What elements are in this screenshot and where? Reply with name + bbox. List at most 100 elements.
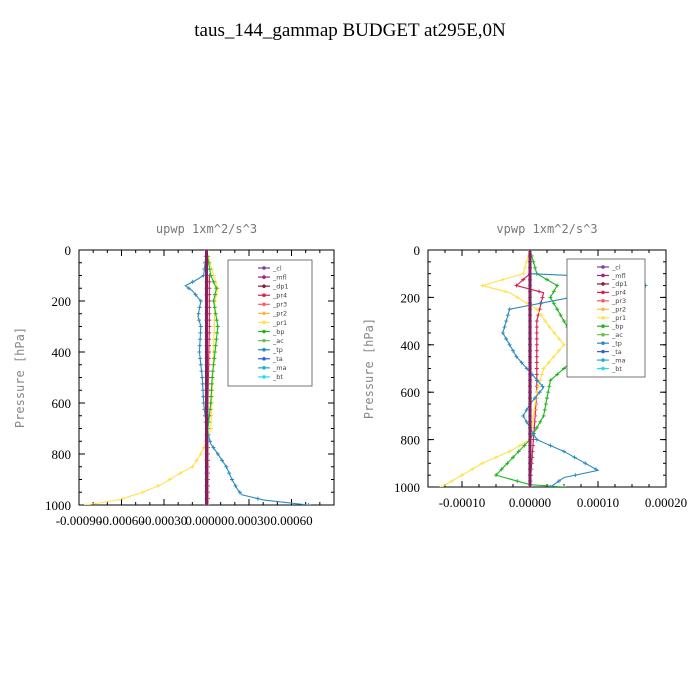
upwp-xtick-label: -0.00060: [98, 513, 145, 528]
upwp-legend-marker: [262, 284, 266, 288]
vpwp-legend-item-bt: _bt: [611, 365, 622, 373]
vpwp-ylabel: Pressure [hPa]: [362, 318, 376, 419]
vpwp-series-bp-point: [494, 473, 498, 478]
vpwp-series-pr1-point: [470, 467, 475, 472]
upwp-legend-item-dp1: _dp1: [272, 282, 289, 290]
vpwp-series-pr1-point: [460, 473, 464, 478]
upwp-series-bp-point: [212, 305, 217, 310]
upwp-legend-marker: [262, 347, 266, 352]
vpwp-legend-marker: [601, 366, 605, 371]
vpwp-series-pr1-point: [480, 461, 485, 466]
vpwp-series-pr4-point: [534, 336, 539, 341]
vpwp-series-pr1-point: [517, 443, 522, 448]
vpwp-series-pr1-point: [551, 354, 556, 359]
vpwp-legend-item-pr4: _pr4: [611, 289, 626, 297]
vpwp-series-tp-point: [514, 354, 519, 359]
upwp-series-bp-point: [215, 330, 220, 335]
vpwp-legend-item-tp: _tp: [611, 339, 622, 347]
vpwp-series-pr1-point: [522, 265, 527, 270]
vpwp-legend-marker: [601, 324, 605, 329]
upwp-series-bp-point: [214, 318, 219, 323]
vpwp-series-tp-point: [593, 467, 598, 472]
vpwp-series-pr4-point: [521, 277, 526, 282]
upwp-series-bp-point: [214, 337, 219, 342]
vpwp-series-pr4-point: [540, 295, 545, 300]
vpwp-series-pr1-point: [556, 348, 561, 353]
upwp-series-pr1-point: [84, 503, 89, 505]
upwp-series-pr1-point: [194, 458, 199, 463]
upwp-series-tp-point: [197, 343, 202, 348]
vpwp-ytick-label: 400: [401, 338, 421, 353]
vpwp-series-bp-point: [511, 455, 515, 460]
upwp-series-bp-point: [213, 311, 218, 316]
upwp-series-tp-point: [198, 362, 203, 367]
vpwp-series-tp-point: [572, 455, 577, 460]
upwp-legend-item-bt: _bt: [272, 373, 283, 381]
upwp-xtick-label: -0.00090: [56, 513, 103, 528]
vpwp-series-tp-point: [531, 431, 536, 436]
vpwp-series-bp-point: [515, 479, 520, 484]
upwp-legend-marker: [262, 375, 266, 379]
vpwp-series-tp-point: [532, 396, 537, 401]
upwp-series-tp-point: [208, 439, 213, 444]
vpwp-series-tp-point: [511, 348, 515, 353]
upwp-series-tp-point: [306, 503, 311, 505]
vpwp-series-tp-point: [507, 307, 512, 312]
vpwp-series-tp-point: [538, 301, 543, 306]
vpwp-series-pr4-point: [537, 289, 542, 294]
vpwp-series-pr1-point: [449, 479, 454, 484]
vpwp-plot-title: vpwp 1xm^2/s^3: [496, 222, 597, 236]
upwp-legend-item-cl: _cl: [272, 264, 282, 272]
vpwp-series-bp-point: [545, 396, 549, 401]
vpwp-series-tp-point: [540, 384, 545, 389]
upwp-ytick-label: 200: [52, 294, 72, 309]
upwp-legend: _cl_mfl_dp1_pr4_pr3_pr2_pr1_bp_ac_tp_ta_…: [227, 259, 313, 387]
upwp-series-group: [84, 250, 311, 505]
upwp-series-tp-point: [198, 330, 203, 335]
vpwp-series-pr1-point: [539, 313, 544, 318]
upwp-series-bp-point: [209, 381, 214, 386]
vpwp-ytick-label: 1000: [394, 480, 420, 495]
upwp-legend-item-pr4: _pr4: [272, 292, 287, 300]
vpwp-series-pr4-point: [534, 372, 539, 377]
vpwp-series-pr1-point: [533, 402, 538, 407]
vpwp-series-bp-point: [551, 301, 556, 306]
vpwp-series-pr1-point: [507, 449, 512, 454]
upwp-series-pr1-point: [190, 464, 195, 469]
vpwp-series-pr1-point: [557, 336, 562, 341]
vpwp-series-tp-point: [507, 342, 512, 347]
vpwp-series-pr4-point: [534, 319, 539, 324]
vpwp-series-bp-point: [562, 319, 566, 324]
vpwp-series-bp-point: [542, 407, 547, 412]
upwp-series-tp-point: [197, 318, 202, 323]
vpwp-series-group: [439, 250, 648, 487]
vpwp-series-pr1-point: [524, 259, 529, 264]
vpwp-legend-item-dp1: _dp1: [611, 280, 628, 288]
upwp-ytick-label: 600: [52, 396, 72, 411]
vpwp-series-tp-point: [504, 336, 509, 341]
vpwp-series-tp-point: [562, 449, 566, 454]
upwp-series-tp-point: [215, 452, 220, 456]
upwp-legend-marker: [262, 356, 266, 361]
upwp-ytick-label: 0: [65, 243, 72, 258]
vpwp-series-pr1-point: [500, 277, 505, 282]
vpwp-series-pr4-point: [534, 366, 539, 371]
vpwp-series-pr1-point: [515, 295, 520, 300]
upwp-series-pr1-point: [198, 452, 203, 456]
vpwp-series-pr1-point: [539, 372, 544, 377]
upwp-ytick-label: 1000: [45, 498, 71, 513]
vpwp-series-pr4-point: [534, 342, 539, 347]
vpwp-series-pr1-point: [531, 413, 536, 418]
upwp-series-tp-point: [186, 286, 191, 291]
vpwp-legend-marker: [601, 307, 605, 312]
vpwp-series-bp-point: [541, 413, 546, 418]
vpwp-ytick-label: 600: [401, 385, 421, 400]
vpwp-series-tp-point: [519, 360, 524, 365]
vpwp-series-bp-point: [538, 419, 543, 424]
upwp-series-bp-point: [213, 343, 218, 348]
vpwp-series-bp-point: [499, 467, 504, 472]
upwp-legend-item-ac: _ac: [272, 337, 284, 345]
vpwp-series-bp-point: [551, 289, 556, 294]
upwp-legend-item-ma: _ma: [272, 364, 287, 372]
